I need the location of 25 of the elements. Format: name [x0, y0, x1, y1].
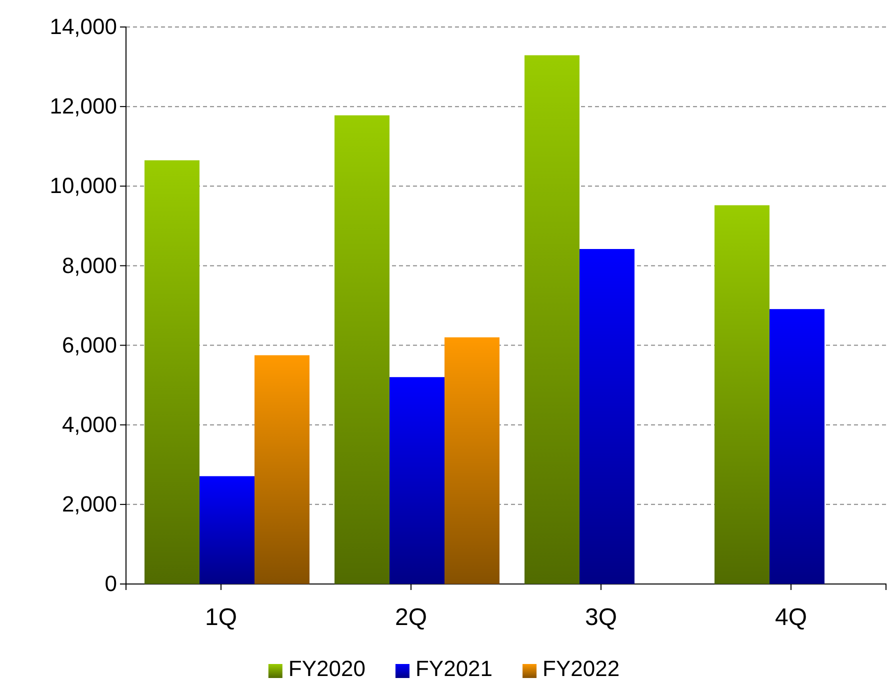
y-tick-label: 2,000	[62, 491, 117, 516]
y-tick-label: 0	[104, 571, 117, 596]
legend-label: FY2022	[542, 656, 620, 681]
legend-label: FY2020	[288, 656, 366, 681]
legend-label: FY2021	[415, 656, 493, 681]
bar	[390, 377, 444, 584]
y-tick-label: 8,000	[62, 252, 117, 278]
bar	[144, 160, 200, 584]
bar	[770, 309, 824, 584]
y-tick-label: 10,000	[50, 173, 117, 198]
y-tick-label: 12,000	[50, 94, 117, 119]
bar	[200, 476, 254, 584]
bar	[254, 355, 310, 584]
bar	[714, 205, 770, 584]
bar	[334, 115, 390, 584]
x-tick-label: 4Q	[774, 604, 808, 632]
bar	[524, 55, 580, 584]
bar	[444, 337, 500, 584]
bar	[580, 249, 634, 584]
y-tick-label: 4,000	[62, 412, 117, 437]
y-tick-label: 14,000	[50, 14, 117, 40]
x-tick-label: 2Q	[394, 604, 428, 632]
y-tick-label: 6,000	[62, 332, 117, 358]
x-tick-label: 3Q	[584, 604, 618, 632]
x-tick-label: 1Q	[204, 604, 238, 632]
